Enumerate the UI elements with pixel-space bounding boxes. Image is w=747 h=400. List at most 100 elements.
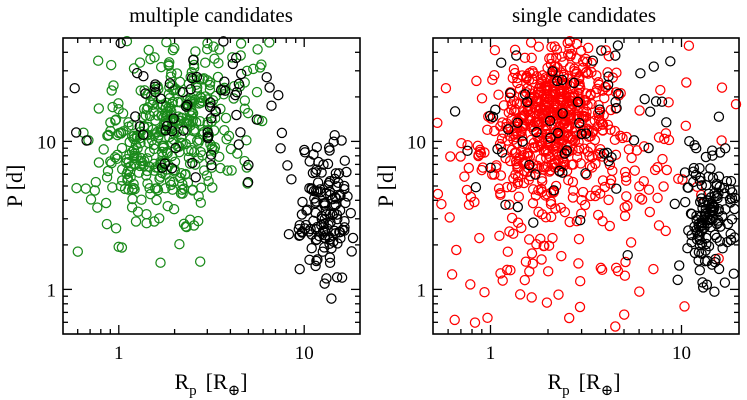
data-point xyxy=(107,101,118,113)
data-point xyxy=(540,212,552,223)
data-point xyxy=(669,198,681,210)
data-point xyxy=(484,110,496,122)
data-point xyxy=(107,182,118,193)
data-point xyxy=(716,82,728,93)
data-point xyxy=(140,170,152,181)
data-point xyxy=(519,89,531,100)
data-point xyxy=(551,107,563,118)
data-point xyxy=(121,35,133,47)
data-point xyxy=(638,175,650,187)
data-point xyxy=(276,127,288,139)
data-point xyxy=(582,123,593,134)
data-point xyxy=(329,129,340,141)
data-point xyxy=(605,174,617,186)
data-point xyxy=(294,219,305,231)
data-point xyxy=(603,71,614,82)
data-point xyxy=(574,214,586,226)
data-point xyxy=(575,208,587,219)
data-point xyxy=(116,242,128,253)
data-point xyxy=(573,233,585,245)
data-point xyxy=(661,164,673,176)
data-point xyxy=(336,272,348,283)
data-point xyxy=(517,136,528,147)
data-point xyxy=(183,118,195,129)
data-point xyxy=(300,219,312,231)
data-point xyxy=(219,124,230,136)
data-point xyxy=(643,142,654,154)
data-point xyxy=(445,151,456,162)
data-point xyxy=(635,68,646,79)
data-point xyxy=(223,130,235,142)
data-point xyxy=(688,162,700,174)
data-point xyxy=(634,192,645,204)
data-point xyxy=(534,87,546,99)
data-point xyxy=(574,301,586,313)
data-point xyxy=(612,40,624,51)
data-point xyxy=(512,201,524,213)
data-point xyxy=(330,168,342,179)
data-point xyxy=(531,111,542,122)
data-point xyxy=(611,183,622,194)
data-point xyxy=(112,129,123,141)
data-point xyxy=(208,125,220,136)
data-point xyxy=(505,264,516,276)
data-point xyxy=(158,140,170,151)
data-point xyxy=(541,97,552,109)
data-point xyxy=(710,253,721,265)
data-point xyxy=(527,197,539,209)
data-point xyxy=(722,218,734,230)
data-point xyxy=(555,202,567,214)
data-point xyxy=(231,109,242,121)
data-point xyxy=(294,263,305,275)
data-point xyxy=(201,43,213,55)
data-point xyxy=(149,129,160,140)
data-point xyxy=(562,140,573,151)
data-point xyxy=(479,147,490,158)
data-point xyxy=(122,174,133,186)
data-point xyxy=(575,158,586,169)
data-point xyxy=(492,143,503,155)
data-point xyxy=(346,246,357,257)
data-point xyxy=(682,182,693,193)
x-label-sub: p xyxy=(562,383,570,399)
data-point xyxy=(528,68,539,79)
data-point xyxy=(476,93,488,104)
data-point xyxy=(204,101,216,113)
data-point xyxy=(168,113,179,124)
data-point xyxy=(116,142,128,154)
data-point xyxy=(222,165,233,176)
data-point xyxy=(325,217,336,228)
data-point xyxy=(554,85,565,97)
scatter-panel-single: single candidates 1 10 1 10 P [d] Rp [R⊕] xyxy=(373,3,742,399)
data-point xyxy=(707,172,719,184)
data-point xyxy=(620,256,631,268)
data-point xyxy=(619,270,631,281)
data-point xyxy=(214,44,225,55)
data-point xyxy=(182,94,193,105)
data-point xyxy=(110,114,122,125)
data-point xyxy=(605,124,616,135)
data-point xyxy=(318,198,329,209)
data-point xyxy=(169,42,180,54)
data-point xyxy=(615,130,626,142)
data-point xyxy=(511,50,522,61)
data-point xyxy=(531,238,542,250)
data-point xyxy=(166,68,177,79)
data-point xyxy=(556,74,568,86)
data-point xyxy=(544,166,555,177)
data-point xyxy=(118,126,129,137)
data-point xyxy=(682,242,693,254)
data-point xyxy=(105,156,116,167)
data-point xyxy=(610,50,621,61)
data-point xyxy=(524,159,535,171)
data-point xyxy=(261,71,272,83)
data-point xyxy=(146,134,158,146)
data-point xyxy=(706,198,718,209)
data-point xyxy=(169,164,181,176)
data-point xyxy=(150,79,161,90)
data-point xyxy=(92,55,104,66)
data-point xyxy=(636,194,648,205)
data-point xyxy=(510,148,521,159)
data-point xyxy=(471,75,482,87)
data-point xyxy=(592,209,604,221)
